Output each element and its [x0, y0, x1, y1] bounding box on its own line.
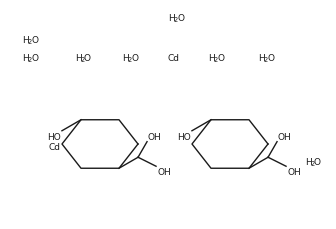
Text: H: H — [208, 54, 215, 63]
Text: 2: 2 — [173, 16, 178, 22]
Text: OH: OH — [287, 168, 301, 177]
Text: OH: OH — [277, 132, 291, 141]
Text: O: O — [31, 54, 38, 63]
Text: H: H — [22, 36, 29, 45]
Text: H: H — [75, 54, 82, 63]
Text: O: O — [31, 36, 38, 45]
Text: O: O — [314, 157, 321, 166]
Text: Cd: Cd — [168, 54, 180, 63]
Text: 2: 2 — [81, 56, 85, 62]
Text: O: O — [84, 54, 91, 63]
Text: Cd: Cd — [49, 142, 61, 151]
Text: H: H — [305, 157, 312, 166]
Text: 2: 2 — [310, 160, 315, 166]
Text: O: O — [267, 54, 274, 63]
Text: H: H — [168, 14, 175, 23]
Text: O: O — [217, 54, 224, 63]
Text: OH: OH — [147, 132, 161, 141]
Text: H: H — [258, 54, 265, 63]
Text: 2: 2 — [28, 38, 32, 44]
Text: O: O — [131, 54, 138, 63]
Text: H: H — [122, 54, 129, 63]
Text: 2: 2 — [127, 56, 132, 62]
Text: 2: 2 — [28, 56, 32, 62]
Text: OH: OH — [157, 168, 171, 177]
Text: 2: 2 — [213, 56, 218, 62]
Text: O: O — [177, 14, 184, 23]
Text: HO: HO — [47, 132, 61, 141]
Text: 2: 2 — [263, 56, 268, 62]
Text: H: H — [22, 54, 29, 63]
Text: HO: HO — [177, 132, 191, 141]
